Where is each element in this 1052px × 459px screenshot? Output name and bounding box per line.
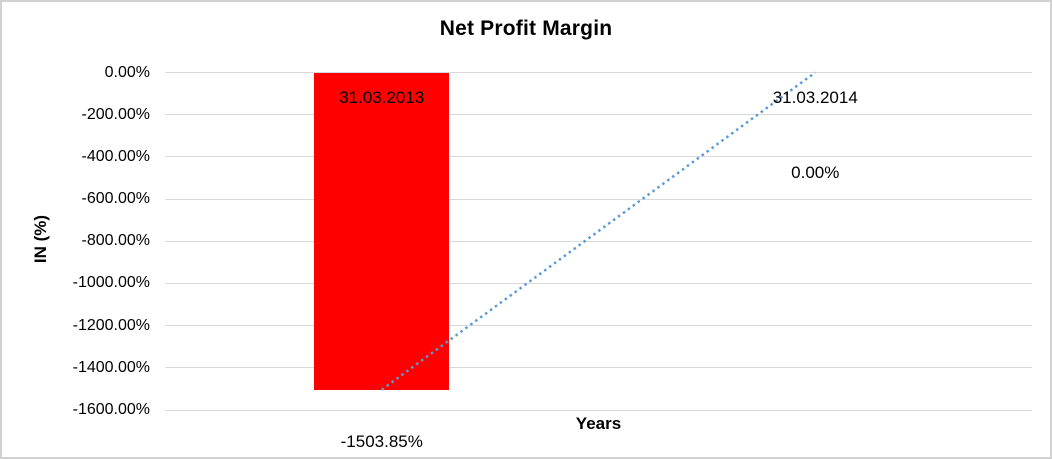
trendline-dotted-segment [381, 71, 816, 391]
bar-31-03-2013 [314, 72, 450, 390]
y-gridline [165, 240, 1032, 242]
y-gridline [165, 367, 1032, 369]
y-gridline [165, 156, 1032, 158]
y-tick-label: -800.00% [81, 232, 151, 250]
y-tick-label: -1400.00% [72, 358, 150, 376]
y-gridline [165, 198, 1032, 200]
category-label-2014: 31.03.2014 [772, 88, 858, 107]
value-label-2014: 0.00% [791, 163, 840, 182]
y-tick-label: -1200.00% [72, 316, 150, 334]
value-label-2013: -1503.85% [340, 432, 423, 451]
y-tick-label: -600.00% [81, 190, 151, 208]
y-tick-label: -1000.00% [72, 274, 150, 292]
y-tick-label: -1600.00% [72, 401, 150, 418]
y-tick-label: -400.00% [81, 147, 151, 165]
y-tick-label: 0.00% [104, 63, 150, 81]
y-gridline [165, 325, 1032, 327]
category-label-2013: 31.03.2013 [339, 88, 425, 107]
y-gridline [165, 409, 1032, 411]
y-gridline [165, 114, 1032, 116]
y-gridline [165, 282, 1032, 284]
y-tick-label: -200.00% [81, 105, 151, 123]
y-gridline [165, 72, 1032, 73]
x-axis-title: Years [575, 414, 622, 433]
chart-title: Net Profit Margin [439, 17, 613, 40]
